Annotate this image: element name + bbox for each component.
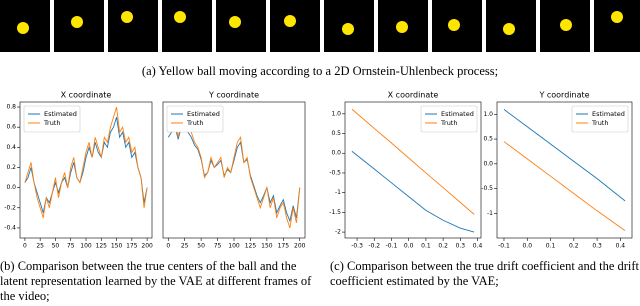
x-tick-label: 200 bbox=[294, 243, 306, 250]
series-line bbox=[351, 108, 475, 215]
x-tick-label: -0.2 bbox=[368, 243, 380, 250]
x-tick-label: -0.3 bbox=[351, 243, 363, 250]
y-tick-label: 0.4 bbox=[6, 144, 16, 151]
x-tick-label: 0.2 bbox=[438, 243, 448, 250]
y-tick-label: 0.5 bbox=[331, 130, 341, 137]
x-tick-label: 0.3 bbox=[456, 243, 466, 250]
y-tick-label: -1.5 bbox=[329, 209, 341, 216]
y-tick-label: -0.4 bbox=[4, 224, 16, 231]
legend-box bbox=[23, 105, 81, 133]
y-tick-label: 1.0 bbox=[331, 110, 341, 117]
x-tick-label: 0.1 bbox=[421, 243, 431, 250]
caption: (b) Comparison between the true centers … bbox=[0, 259, 312, 303]
x-tick-label: -0.1 bbox=[386, 243, 398, 250]
y-tick-label: 0.5 bbox=[483, 136, 493, 143]
y-tick-label: 0.2 bbox=[6, 164, 16, 171]
x-tick-label: 75 bbox=[214, 243, 222, 250]
x-tick-label: 150 bbox=[261, 243, 273, 250]
x-tick-label: 175 bbox=[126, 243, 138, 250]
legend-box bbox=[166, 105, 224, 133]
legend-label: Truth bbox=[186, 119, 203, 127]
legend-label: Truth bbox=[440, 119, 457, 127]
chart-title: X coordinate bbox=[388, 91, 439, 100]
x-tick-label: 0.3 bbox=[592, 243, 602, 250]
series-line bbox=[167, 117, 301, 223]
chart-title: X coordinate bbox=[61, 91, 112, 100]
x-tick-label: 0.0 bbox=[522, 243, 532, 250]
y-tick-label: 0.0 bbox=[6, 184, 16, 191]
x-tick-label: 25 bbox=[181, 243, 189, 250]
y-tick-label: -0.5 bbox=[329, 169, 341, 176]
legend-label: Estimated bbox=[187, 110, 220, 118]
x-tick-label: 25 bbox=[36, 243, 44, 250]
legend-box bbox=[420, 105, 478, 133]
x-tick-label: 50 bbox=[52, 243, 60, 250]
y-tick-label: -1 bbox=[487, 210, 493, 217]
x-tick-label: 200 bbox=[141, 243, 153, 250]
x-tick-label: 125 bbox=[96, 243, 108, 250]
x-tick-label: 150 bbox=[111, 243, 123, 250]
plot-frame bbox=[344, 101, 482, 239]
x-tick-label: 175 bbox=[278, 243, 290, 250]
legend-label: Truth bbox=[43, 119, 60, 127]
y-tick-label: 0.6 bbox=[6, 124, 16, 131]
y-tick-label: -2 bbox=[335, 229, 341, 236]
y-tick-label: 1.0 bbox=[483, 111, 493, 118]
x-tick-label: 0.0 bbox=[404, 243, 414, 250]
x-tick-label: 100 bbox=[228, 243, 240, 250]
x-tick-label: 0.2 bbox=[569, 243, 579, 250]
series-line bbox=[503, 109, 626, 202]
chart-title: Y coordinate bbox=[538, 91, 589, 100]
video-frames bbox=[0, 0, 640, 52]
y-tick-label: 0.0 bbox=[483, 160, 493, 167]
x-tick-label: 50 bbox=[197, 243, 205, 250]
legend-label: Estimated bbox=[592, 110, 625, 118]
x-tick-label: -0.1 bbox=[498, 243, 510, 250]
x-tick-label: 75 bbox=[67, 243, 75, 250]
y-tick-label: 0.0 bbox=[331, 150, 341, 157]
chart-title: Y coordinate bbox=[208, 91, 259, 100]
legend-label: Truth bbox=[591, 119, 608, 127]
x-tick-label: 0.1 bbox=[546, 243, 556, 250]
series-line bbox=[503, 141, 626, 231]
series-line bbox=[351, 150, 475, 233]
legend-label: Estimated bbox=[441, 110, 474, 118]
series-line bbox=[24, 106, 148, 218]
caption: (a) Yellow ball moving according to a 2D… bbox=[141, 64, 499, 78]
x-tick-label: 0 bbox=[23, 243, 27, 250]
legend-box bbox=[571, 105, 629, 133]
plot-frame bbox=[162, 101, 306, 239]
y-tick-label: -0.5 bbox=[481, 185, 493, 192]
x-tick-label: 125 bbox=[245, 243, 257, 250]
legend-label: Estimated bbox=[44, 110, 77, 118]
x-tick-label: 0 bbox=[166, 243, 170, 250]
x-tick-label: 100 bbox=[80, 243, 92, 250]
x-tick-label: 0.4 bbox=[473, 243, 483, 250]
caption: (c) Comparison between the true drift co… bbox=[330, 259, 640, 288]
x-tick-label: 0.4 bbox=[616, 243, 626, 250]
plot-frame bbox=[496, 101, 633, 239]
y-tick-label: 0.8 bbox=[6, 104, 16, 111]
y-tick-label: -0.2 bbox=[4, 204, 16, 211]
y-tick-label: -1 bbox=[335, 189, 341, 196]
plot-frame bbox=[19, 101, 153, 239]
